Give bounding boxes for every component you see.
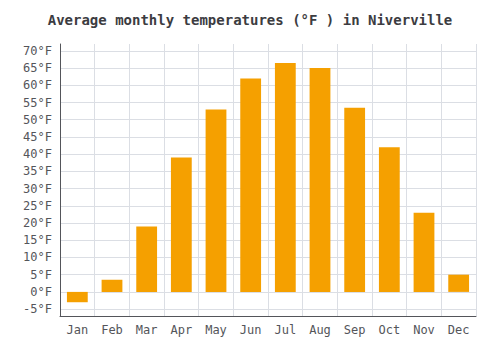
svg-text:60°F: 60°F xyxy=(23,78,52,92)
svg-text:10°F: 10°F xyxy=(23,250,52,264)
svg-text:Apr: Apr xyxy=(170,323,192,337)
svg-text:Jul: Jul xyxy=(274,323,296,337)
svg-text:15°F: 15°F xyxy=(23,233,52,247)
svg-text:30°F: 30°F xyxy=(23,182,52,196)
svg-text:Sep: Sep xyxy=(344,323,366,337)
svg-text:Dec: Dec xyxy=(448,323,470,337)
svg-text:20°F: 20°F xyxy=(23,216,52,230)
svg-text:Average monthly temperatures (: Average monthly temperatures (°F ) in Ni… xyxy=(48,12,453,28)
svg-text:May: May xyxy=(205,323,227,337)
svg-text:Jan: Jan xyxy=(66,323,88,337)
svg-text:55°F: 55°F xyxy=(23,96,52,110)
svg-text:-5°F: -5°F xyxy=(23,302,52,316)
svg-text:Oct: Oct xyxy=(378,323,400,337)
svg-text:25°F: 25°F xyxy=(23,199,52,213)
svg-text:65°F: 65°F xyxy=(23,61,52,75)
svg-text:Jun: Jun xyxy=(240,323,262,337)
svg-text:0°F: 0°F xyxy=(30,285,52,299)
svg-text:Nov: Nov xyxy=(413,323,435,337)
svg-text:35°F: 35°F xyxy=(23,164,52,178)
svg-text:50°F: 50°F xyxy=(23,113,52,127)
svg-text:Aug: Aug xyxy=(309,323,331,337)
svg-text:5°F: 5°F xyxy=(30,268,52,282)
svg-text:40°F: 40°F xyxy=(23,147,52,161)
svg-text:45°F: 45°F xyxy=(23,130,52,144)
svg-text:Feb: Feb xyxy=(101,323,123,337)
svg-text:Mar: Mar xyxy=(136,323,158,337)
svg-text:70°F: 70°F xyxy=(23,44,52,58)
